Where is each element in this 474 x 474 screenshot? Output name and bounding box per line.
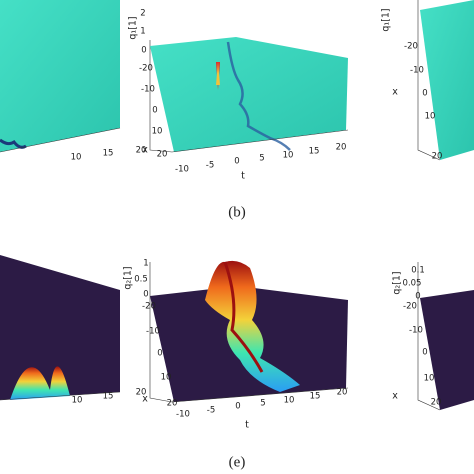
z-tick-label: 0	[143, 290, 148, 300]
caption: (b)	[228, 204, 246, 220]
t-tick-label: 15	[103, 392, 114, 402]
x-tick-label: -20	[404, 42, 418, 52]
x-tick-label: 20	[167, 399, 178, 409]
t-tick-label: 10	[284, 396, 295, 406]
z-tick-label: 1	[140, 27, 145, 37]
x-tick-label: 10	[161, 373, 172, 383]
axis-label: x	[392, 87, 398, 98]
x-tick-label: -10	[410, 66, 424, 76]
x-tick-label: 0	[422, 348, 427, 358]
t-tick-label: 20	[336, 143, 347, 153]
t-tick-label: 10	[72, 396, 83, 406]
t-tick-label: 0	[235, 402, 240, 412]
t-tick-label: -10	[175, 165, 189, 175]
x-tick-label: -20	[403, 302, 417, 312]
axis-label: x	[392, 391, 398, 402]
surface-top-left	[0, 0, 121, 153]
t-tick-label: 10	[71, 153, 82, 163]
axis-label: t	[245, 420, 249, 431]
t-tick-label: 0	[234, 157, 239, 167]
surface-top-right	[417, 0, 474, 161]
z-tick-label: 0.1	[411, 266, 425, 276]
axis-label: x	[142, 394, 148, 405]
surface-bottom-left	[0, 255, 121, 401]
surface-bottom-middle	[149, 260, 349, 403]
z-tick-label: 2	[140, 9, 145, 19]
surface-bottom-right	[417, 262, 474, 411]
axis-label: q₁[1]	[128, 16, 139, 39]
t-tick-label: -10	[176, 410, 190, 420]
caption: (e)	[229, 454, 246, 470]
z-tick-label: 0	[141, 46, 146, 56]
x-tick-label: -20	[139, 64, 153, 74]
t-tick-label: -5	[207, 406, 215, 416]
z-tick-label: 0.05	[403, 279, 422, 289]
x-tick-label: 0	[422, 89, 427, 99]
axis-label: q₂[1]	[392, 271, 403, 294]
x-tick-label: -10	[141, 85, 155, 95]
x-tick-label: -10	[146, 327, 160, 337]
t-tick-label: 15	[309, 147, 320, 157]
x-tick-label: -10	[409, 326, 423, 336]
t-tick-label: 20	[136, 146, 147, 156]
x-tick-label: -20	[142, 302, 156, 312]
t-tick-label: 15	[103, 149, 114, 159]
x-tick-label: 0	[157, 349, 162, 359]
x-tick-label: 0	[152, 106, 157, 116]
x-tick-label: 10	[152, 127, 163, 137]
surface-top-middle	[149, 37, 349, 153]
axis-label: x	[142, 145, 148, 156]
axis-label: t	[241, 171, 245, 182]
t-tick-label: -5	[206, 161, 214, 171]
axis-label: q₂[1]	[123, 266, 134, 289]
axis-label: q₁[1]	[381, 8, 392, 31]
x-tick-label: 10	[425, 112, 436, 122]
x-tick-label: 20	[431, 398, 442, 408]
t-tick-label: 5	[260, 399, 265, 409]
z-tick-label: 1	[143, 259, 148, 269]
t-tick-label: 10	[283, 151, 294, 161]
t-tick-label: 5	[259, 154, 264, 164]
t-tick-label: 20	[136, 388, 147, 398]
x-tick-label: 10	[424, 374, 435, 384]
x-tick-label: 20	[157, 150, 168, 160]
t-tick-label: 15	[310, 392, 321, 402]
x-tick-label: 20	[432, 152, 443, 162]
z-tick-label: 0	[415, 292, 420, 302]
t-tick-label: 20	[337, 388, 348, 398]
z-tick-label: 0.5	[134, 275, 148, 285]
